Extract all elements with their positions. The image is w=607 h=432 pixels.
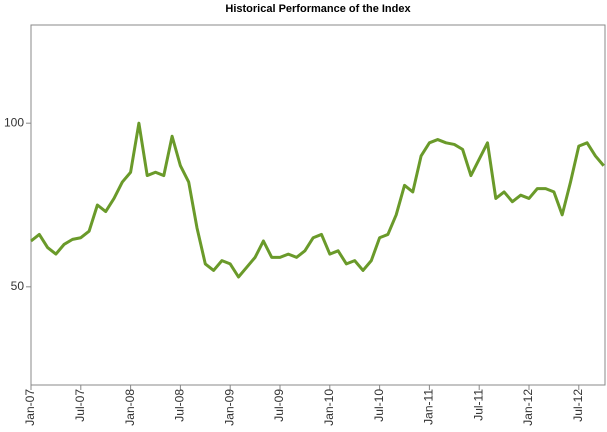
x-tick-label: Jan-09 [222,389,236,426]
chart-title: Historical Performance of the Index [225,3,411,15]
x-tick-label: Jul-07 [73,389,87,422]
x-tick-label: Jan-07 [23,389,37,426]
x-tick-label: Jul-08 [173,389,187,422]
x-tick-label: Jul-11 [471,389,485,421]
x-tick-label: Jan-10 [322,389,336,426]
x-tick-label: Jan-12 [521,389,535,426]
x-tick-label: Jan-11 [422,389,436,425]
y-tick-label: 50 [11,279,25,293]
plot-frame [30,24,606,386]
data-line [30,121,605,279]
y-tick-label: 100 [4,115,24,129]
x-tick-label: Jan-08 [123,389,137,426]
x-tick-label: Jul-09 [272,389,286,422]
x-tick-label: Jul-10 [372,389,386,422]
x-tick-label: Jul-12 [571,389,585,422]
